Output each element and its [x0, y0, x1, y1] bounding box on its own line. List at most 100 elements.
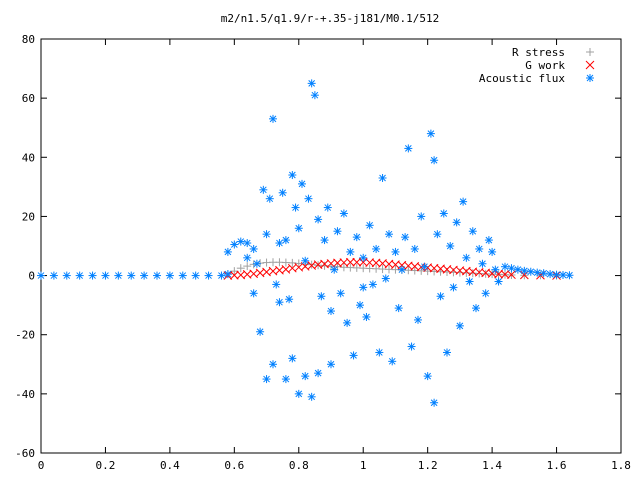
- data-point: [372, 244, 381, 253]
- data-point: [333, 258, 342, 268]
- data-point: [294, 259, 303, 268]
- y-tick-label: 60: [22, 92, 35, 105]
- data-point: [501, 262, 509, 271]
- plot-frame: [40, 38, 622, 454]
- data-point: [430, 156, 439, 165]
- data-point: [259, 185, 268, 194]
- data-point: [391, 247, 400, 256]
- data-point: [262, 230, 271, 239]
- data-point: [420, 262, 429, 271]
- data-point: [507, 270, 516, 280]
- legend-marker: [586, 48, 594, 56]
- data-point: [365, 258, 375, 267]
- data-point: [426, 129, 435, 138]
- data-point: [378, 173, 387, 182]
- data-point: [430, 398, 439, 407]
- data-point: [345, 257, 355, 267]
- y-tick-label: -60: [15, 447, 35, 460]
- y-tick-label: 80: [22, 33, 35, 46]
- data-point: [385, 230, 393, 239]
- x-tick-label: 1.8: [611, 459, 631, 472]
- data-point: [519, 270, 529, 280]
- axis-ticks: 0 0.2 0.4 0.6 0.8 1 1.2 1.4 1.6 1.8 -60 -40 -20 0 20 40…: [15, 33, 631, 472]
- data-point: [249, 244, 258, 253]
- data-point: [88, 271, 97, 280]
- data-point: [314, 369, 323, 378]
- data-point: [236, 237, 245, 246]
- data-point: [285, 295, 294, 304]
- data-point: [452, 218, 461, 227]
- y-tick-label: -40: [15, 388, 35, 401]
- data-point: [352, 257, 362, 267]
- data-point: [178, 271, 187, 280]
- data-point: [356, 301, 364, 310]
- x-tick-label: 1: [360, 459, 367, 472]
- data-point: [520, 266, 529, 275]
- data-point: [459, 197, 468, 206]
- data-point: [236, 264, 245, 273]
- data-point: [140, 271, 149, 280]
- data-point: [488, 247, 497, 256]
- data-point: [407, 342, 416, 351]
- data-point: [256, 327, 265, 336]
- data-point: [362, 312, 371, 321]
- data-point: [394, 304, 403, 313]
- data-point: [546, 270, 555, 279]
- x-tick-label: 0.8: [289, 459, 309, 472]
- data-point: [465, 277, 474, 286]
- data-point: [455, 321, 464, 330]
- series-layer: [37, 79, 574, 407]
- data-point: [265, 194, 274, 203]
- data-point: [526, 267, 535, 276]
- data-point: [565, 271, 574, 280]
- data-point: [243, 262, 252, 271]
- data-point: [310, 91, 319, 100]
- data-point: [101, 271, 110, 280]
- data-point: [513, 265, 522, 274]
- data-point: [252, 259, 261, 268]
- data-point: [165, 271, 174, 280]
- data-point: [414, 315, 422, 324]
- data-point: [217, 271, 226, 280]
- y-tick-label: 0: [28, 270, 35, 283]
- data-point: [37, 271, 45, 280]
- data-point: [359, 283, 368, 292]
- data-point: [191, 271, 200, 280]
- data-point: [327, 360, 335, 369]
- data-point: [323, 203, 332, 212]
- data-point: [388, 357, 397, 366]
- data-point: [507, 264, 516, 273]
- data-point: [484, 236, 493, 245]
- data-point: [262, 375, 271, 384]
- x-tick-label: 0.4: [160, 459, 180, 472]
- data-point: [472, 304, 480, 313]
- data-point: [249, 289, 258, 298]
- data-point: [491, 265, 500, 274]
- legend-label: R stress: [512, 46, 565, 59]
- data-point: [243, 253, 252, 262]
- data-point: [417, 212, 426, 221]
- y-tick-label: 40: [22, 151, 35, 164]
- x-tick-label: 1.2: [418, 459, 438, 472]
- data-point: [307, 392, 316, 401]
- chart-title: m2/n1.5/q1.9/r-+.35-j181/M0.1/512: [221, 12, 440, 25]
- data-point: [223, 247, 232, 256]
- x-tick-label: 1.4: [482, 459, 502, 472]
- legend-marker: [586, 74, 594, 82]
- legend-label: Acoustic flux: [479, 72, 565, 85]
- data-point: [127, 271, 136, 280]
- data-point: [288, 354, 297, 363]
- data-point: [229, 270, 239, 280]
- data-point: [401, 233, 410, 242]
- data-point: [339, 258, 349, 267]
- data-point: [468, 227, 477, 236]
- data-point: [272, 280, 281, 289]
- data-point: [269, 114, 277, 123]
- data-point: [423, 372, 432, 381]
- data-point: [336, 289, 345, 298]
- data-point: [358, 257, 368, 267]
- data-point: [301, 256, 310, 265]
- data-point: [275, 239, 284, 248]
